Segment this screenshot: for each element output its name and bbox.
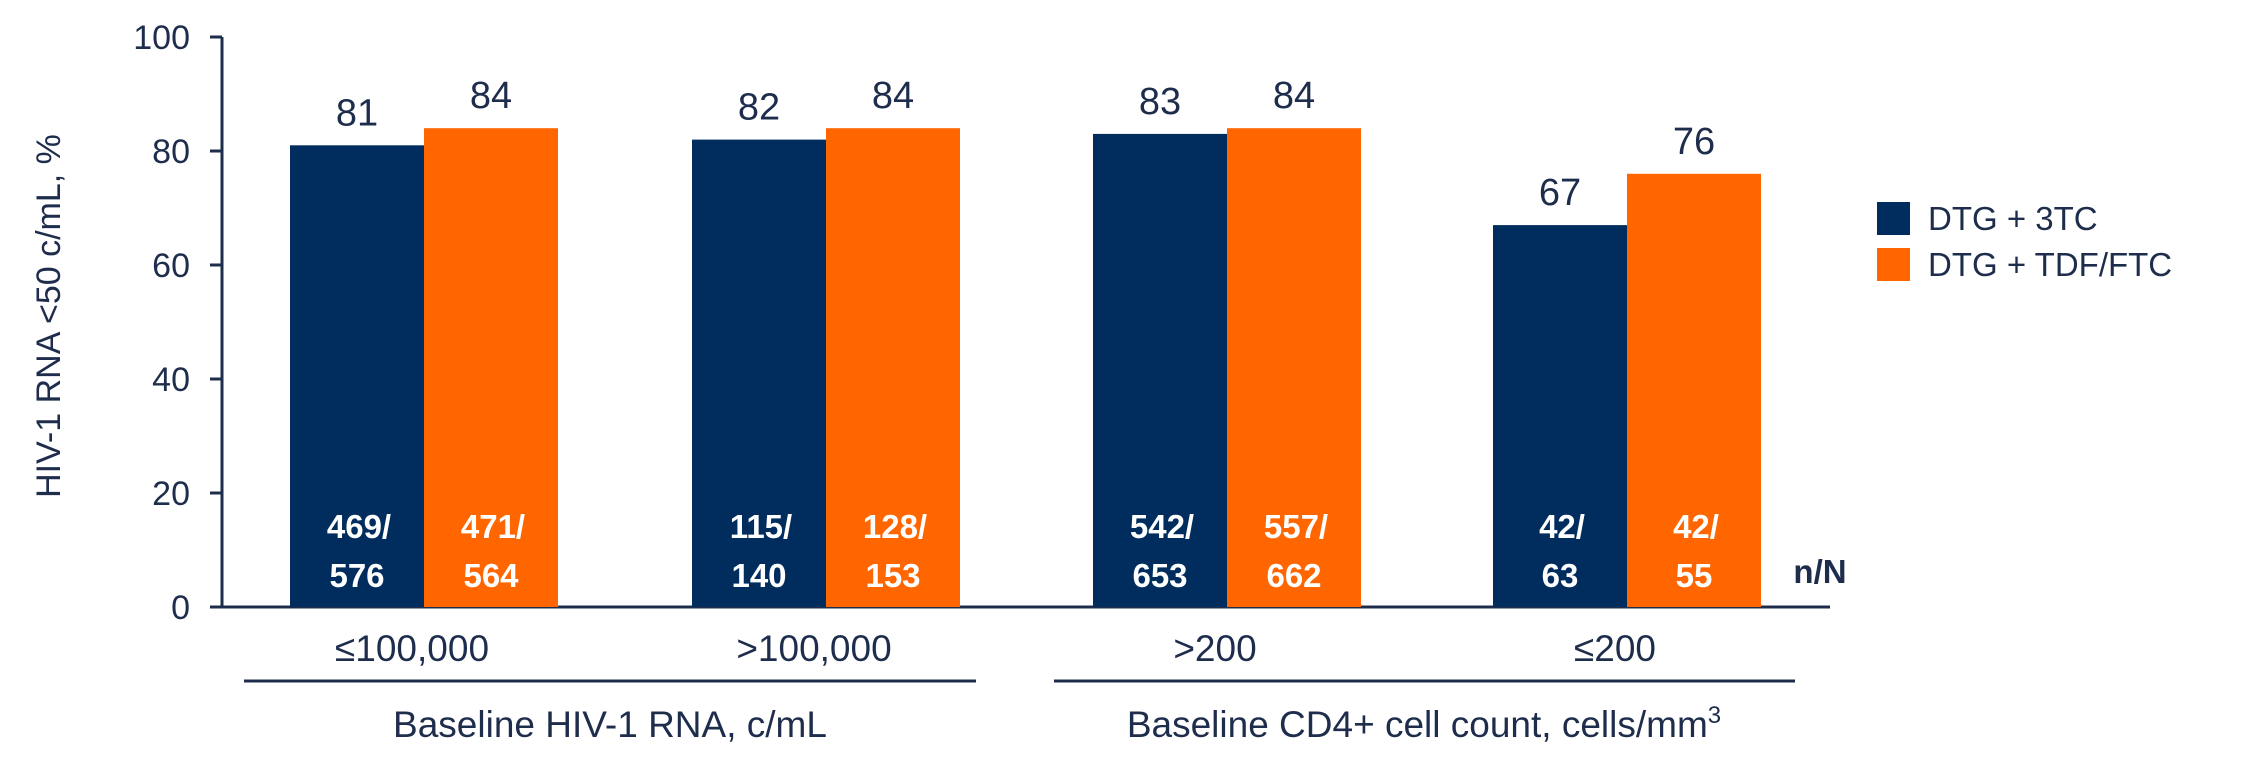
bar: [424, 128, 558, 607]
bar-N-label: 662: [1266, 557, 1321, 594]
bar-n-label: 471/: [461, 508, 525, 545]
bar: [290, 145, 424, 608]
bar-n-label: 128/: [863, 508, 927, 545]
bar-N-label: 576: [329, 557, 384, 594]
x-tick-label: ≤200: [1574, 628, 1656, 669]
group-label: Baseline HIV-1 RNA, c/mL: [393, 704, 827, 745]
legend-label: DTG + 3TC: [1928, 200, 2098, 237]
n-over-N-label: n/N: [1793, 553, 1846, 590]
y-tick-label: 100: [133, 19, 190, 57]
bar-N-label: 55: [1676, 557, 1713, 594]
bar-n-label: 42/: [1673, 508, 1719, 545]
bar: [1493, 225, 1627, 607]
y-tick-label: 20: [152, 475, 190, 513]
bars: [290, 128, 1761, 608]
bar-n-label: 557/: [1264, 508, 1328, 545]
bar-N-label: 63: [1542, 557, 1579, 594]
y-tick-label: 40: [152, 361, 190, 399]
x-tick-label: >200: [1173, 628, 1256, 669]
group-label: Baseline CD4+ cell count, cells/mm3: [1127, 702, 1721, 745]
bar-value-label: 67: [1539, 172, 1581, 214]
bar-N-label: 153: [865, 557, 920, 594]
bar-value-label: 81: [336, 92, 378, 134]
bar: [826, 128, 960, 607]
bar-N-label: 653: [1132, 557, 1187, 594]
bar-value-label: 82: [738, 87, 780, 129]
legend-swatch: [1877, 248, 1910, 281]
legend-swatch: [1877, 202, 1910, 235]
x-tick-label: >100,000: [736, 628, 891, 669]
bar-n-label: 542/: [1130, 508, 1194, 545]
bar-n-label: 115/: [730, 508, 792, 545]
bar: [1093, 133, 1227, 607]
bar: [1627, 173, 1761, 608]
y-tick-label: 80: [152, 133, 190, 171]
bar-value-label: 84: [872, 75, 914, 117]
x-tick-label: ≤100,000: [335, 628, 489, 669]
y-tick-label: 0: [171, 589, 190, 627]
bar-value-label: 83: [1139, 81, 1181, 123]
bar-value-label: 84: [470, 75, 512, 117]
bar-n-label: 469/: [327, 508, 391, 545]
category-groups: Baseline HIV-1 RNA, c/mL Baseline CD4+ ce…: [244, 679, 1795, 745]
legend-label: DTG + TDF/FTC: [1928, 246, 2172, 283]
bar-n-label: 42/: [1539, 508, 1585, 545]
bar: [692, 139, 826, 607]
bar-N-label: 564: [463, 557, 519, 594]
legend: DTG + 3TC DTG + TDF/FTC: [1877, 200, 2172, 283]
y-tick-label: 60: [152, 247, 190, 285]
bar: [1227, 128, 1361, 607]
bar-N-label: 140: [731, 557, 786, 594]
bar-value-label: 76: [1673, 121, 1715, 163]
labels: 81 469/576 84 471/564 ≤100,000 82 115/140 84 128…: [327, 75, 1847, 669]
bar-value-label: 84: [1273, 75, 1315, 117]
y-axis-label: HIV-1 RNA <50 c/mL, %: [30, 134, 68, 498]
